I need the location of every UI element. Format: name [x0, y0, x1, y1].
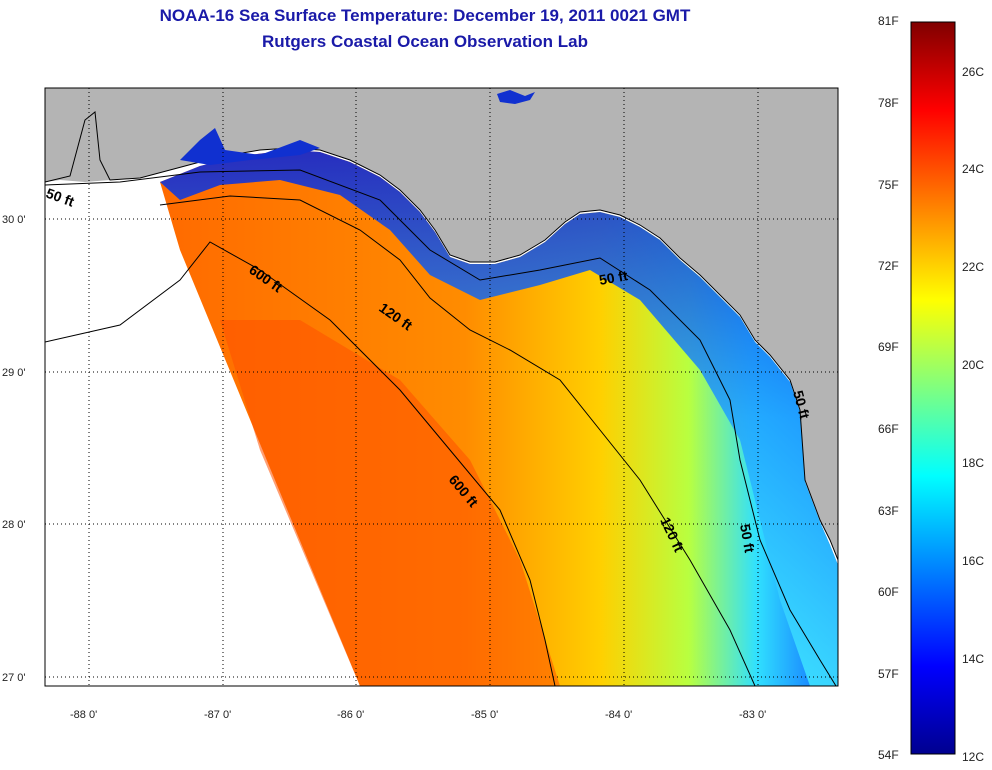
- land-mass: [45, 88, 838, 560]
- contour-50ft: [45, 169, 837, 686]
- lat-tick-label: 28 0': [2, 519, 26, 531]
- lon-tick-label: -88 0': [70, 709, 97, 721]
- coastal-cool-band: [160, 150, 838, 686]
- contour-label: 50 ft: [790, 389, 813, 421]
- colorbar: [910, 21, 956, 755]
- lat-tick-label: 30 0': [2, 214, 26, 226]
- colorbar-c-label: 26C: [962, 65, 985, 79]
- lake-feature: [497, 90, 535, 104]
- colorbar-c-label: 16C: [962, 554, 985, 568]
- map-title: NOAA-16 Sea Surface Temperature: Decembe…: [159, 6, 691, 25]
- colorbar-f-label: 69F: [878, 340, 899, 354]
- colorbar-c-label: 24C: [962, 162, 985, 176]
- lon-tick-label: -87 0': [204, 709, 231, 721]
- lon-tick-label: -83 0': [739, 709, 766, 721]
- warm-core: [220, 320, 560, 686]
- lon-tick-label: -85 0': [471, 709, 498, 721]
- colorbar-c-label: 12C: [962, 750, 985, 764]
- colorbar-f-label: 60F: [878, 585, 899, 599]
- colorbar-f-label: 63F: [878, 504, 899, 518]
- colorbar-f-label: 78F: [878, 96, 899, 110]
- colorbar-c-label: 18C: [962, 456, 985, 470]
- gridlines: [45, 88, 838, 686]
- lat-tick-label: 29 0': [2, 367, 26, 379]
- lat-axis: 27 0' 28 0' 29 0' 30 0': [2, 214, 26, 684]
- contour-label: 50 ft: [598, 267, 629, 288]
- colorbar-f-label: 54F: [878, 748, 899, 762]
- contour-label: 50 ft: [737, 523, 758, 554]
- colorbar-f-label: 66F: [878, 422, 899, 436]
- colorbar-c-label: 14C: [962, 652, 985, 666]
- lat-tick-label: 27 0': [2, 672, 26, 684]
- plot-frame: [44, 87, 839, 687]
- plot-area: [45, 88, 838, 686]
- map-subtitle: Rutgers Coastal Ocean Observation Lab: [262, 32, 588, 51]
- lon-axis: -88 0' -87 0' -86 0' -85 0' -84 0' -83 0…: [70, 709, 766, 721]
- coastline: [45, 111, 838, 561]
- lon-tick-label: -86 0': [337, 709, 364, 721]
- lon-tick-label: -84 0': [605, 709, 632, 721]
- colorbar-f-label: 81F: [878, 14, 899, 28]
- colorbar-f-label: 75F: [878, 178, 899, 192]
- colorbar-c-label: 22C: [962, 260, 985, 274]
- contour-600ft: [45, 241, 556, 686]
- colorbar-f-label: 72F: [878, 259, 899, 273]
- colorbar-f-label: 57F: [878, 667, 899, 681]
- bay-feature: [180, 128, 320, 165]
- colorbar-c-label: 20C: [962, 358, 985, 372]
